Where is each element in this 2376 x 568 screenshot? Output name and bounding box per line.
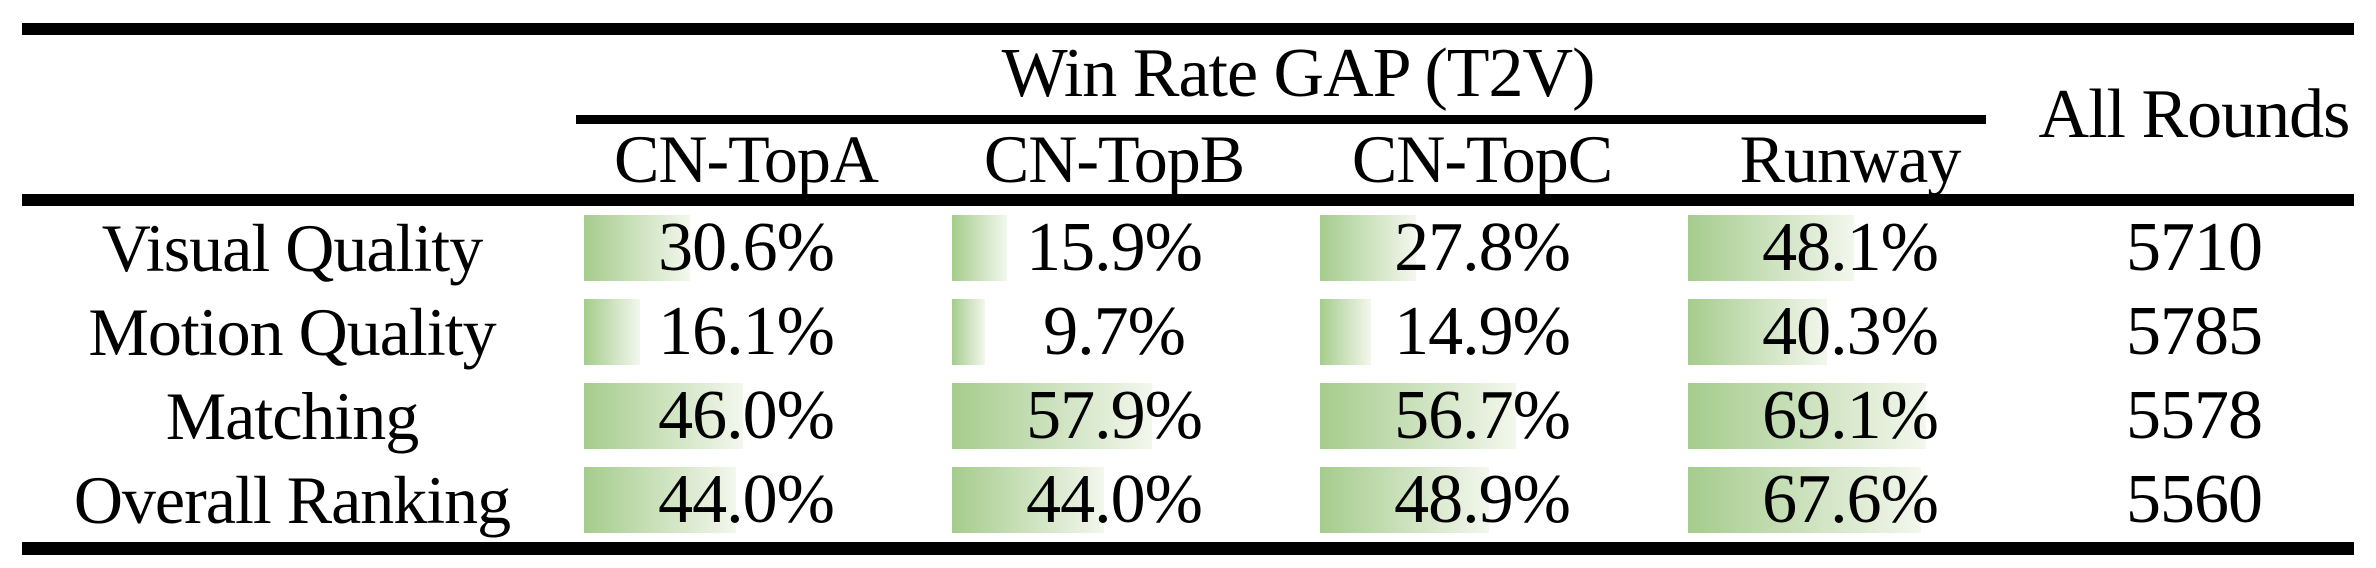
winrate-cell: 16.1% bbox=[562, 290, 930, 374]
all-rounds-value: 5710 bbox=[2126, 209, 2263, 286]
bar-track bbox=[952, 299, 1297, 365]
winrate-value: 57.9% bbox=[1026, 377, 1203, 454]
bar-track bbox=[1688, 299, 2033, 365]
group-header-cell: Win Rate GAP (T2V) bbox=[562, 35, 2034, 124]
bottom-rule bbox=[22, 542, 2354, 555]
winrate-value: 46.0% bbox=[658, 377, 835, 454]
bar-track bbox=[952, 383, 1297, 449]
bar-track bbox=[1688, 383, 2033, 449]
winrate-value: 44.0% bbox=[1026, 461, 1203, 538]
winrate-cell: 44.0% bbox=[562, 458, 930, 542]
winrate-bar bbox=[952, 215, 1007, 281]
winrate-cell: 40.3% bbox=[1666, 290, 2034, 374]
bar-track bbox=[952, 215, 1297, 281]
bar-track bbox=[1320, 299, 1665, 365]
winrate-cell: 48.9% bbox=[1298, 458, 1666, 542]
corner-cell bbox=[22, 35, 562, 194]
bar-track bbox=[584, 467, 929, 533]
row-label: Matching bbox=[165, 377, 420, 454]
bar-track bbox=[1320, 467, 1665, 533]
winrate-value: 16.1% bbox=[658, 293, 835, 370]
winrate-value: 30.6% bbox=[658, 209, 835, 286]
winrate-bar bbox=[1320, 467, 1489, 533]
winrate-bar bbox=[1688, 215, 1854, 281]
row-label: Visual Quality bbox=[101, 209, 483, 286]
winrate-bar bbox=[584, 383, 743, 449]
bar-track bbox=[584, 383, 929, 449]
winrate-value: 9.7% bbox=[1043, 293, 1186, 370]
all-rounds-value: 5578 bbox=[2126, 377, 2263, 454]
winrate-cell: 46.0% bbox=[562, 374, 930, 458]
winrate-cell: 9.7% bbox=[930, 290, 1298, 374]
all-rounds-header: All Rounds bbox=[2038, 75, 2351, 153]
column-header-cn-topb: CN-TopB bbox=[983, 120, 1245, 197]
winrate-cell: 57.9% bbox=[930, 374, 1298, 458]
winrate-cell: 48.1% bbox=[1666, 206, 2034, 290]
all-rounds-value: 5785 bbox=[2126, 293, 2263, 370]
winrate-value: 14.9% bbox=[1394, 293, 1571, 370]
all-rounds-value: 5560 bbox=[2126, 461, 2263, 538]
winrate-bar bbox=[1688, 299, 1828, 365]
bar-track bbox=[1688, 467, 2033, 533]
winrate-bar bbox=[1688, 383, 1927, 449]
winrate-bar bbox=[584, 299, 640, 365]
row-label: Motion Quality bbox=[88, 293, 496, 370]
winrate-bar bbox=[1320, 383, 1516, 449]
winrate-cell: 67.6% bbox=[1666, 458, 2034, 542]
winrate-value: 27.8% bbox=[1394, 209, 1571, 286]
row-label: Overall Ranking bbox=[73, 461, 511, 538]
winrate-value: 48.1% bbox=[1762, 209, 1939, 286]
top-rule bbox=[22, 23, 2354, 35]
winrate-bar bbox=[1688, 467, 1922, 533]
group-header-title: Win Rate GAP (T2V) bbox=[1001, 35, 1596, 112]
bar-track bbox=[952, 467, 1297, 533]
bar-track bbox=[584, 299, 929, 365]
column-header-runway: Runway bbox=[1739, 120, 1962, 197]
winrate-bar bbox=[952, 299, 986, 365]
winrate-bar bbox=[584, 215, 690, 281]
winrate-bar bbox=[1320, 215, 1416, 281]
column-header-cn-topc: CN-TopC bbox=[1351, 120, 1613, 197]
header-rule bbox=[22, 194, 2354, 206]
winrate-cell: 44.0% bbox=[930, 458, 1298, 542]
bar-track bbox=[1688, 215, 2033, 281]
winrate-bar bbox=[584, 467, 736, 533]
bar-track bbox=[584, 215, 929, 281]
winrate-value: 15.9% bbox=[1026, 209, 1203, 286]
winrate-bar bbox=[952, 467, 1104, 533]
winrate-cell: 27.8% bbox=[1298, 206, 1666, 290]
win-rate-table: Win Rate GAP (T2V) All Rounds CN-TopA CN… bbox=[22, 35, 2354, 555]
winrate-cell: 14.9% bbox=[1298, 290, 1666, 374]
group-header-underline bbox=[576, 115, 1986, 124]
winrate-cell: 56.7% bbox=[1298, 374, 1666, 458]
winrate-cell: 69.1% bbox=[1666, 374, 2034, 458]
winrate-value: 48.9% bbox=[1394, 461, 1571, 538]
column-header-cn-topa: CN-TopA bbox=[613, 120, 879, 197]
winrate-bar bbox=[952, 383, 1152, 449]
winrate-cell: 15.9% bbox=[930, 206, 1298, 290]
winrate-value: 67.6% bbox=[1762, 461, 1939, 538]
winrate-value: 44.0% bbox=[658, 461, 835, 538]
winrate-value: 56.7% bbox=[1394, 377, 1571, 454]
winrate-cell: 30.6% bbox=[562, 206, 930, 290]
winrate-value: 40.3% bbox=[1762, 293, 1939, 370]
winrate-bar bbox=[1320, 299, 1372, 365]
bar-track bbox=[1320, 383, 1665, 449]
winrate-value: 69.1% bbox=[1762, 377, 1939, 454]
bar-track bbox=[1320, 215, 1665, 281]
